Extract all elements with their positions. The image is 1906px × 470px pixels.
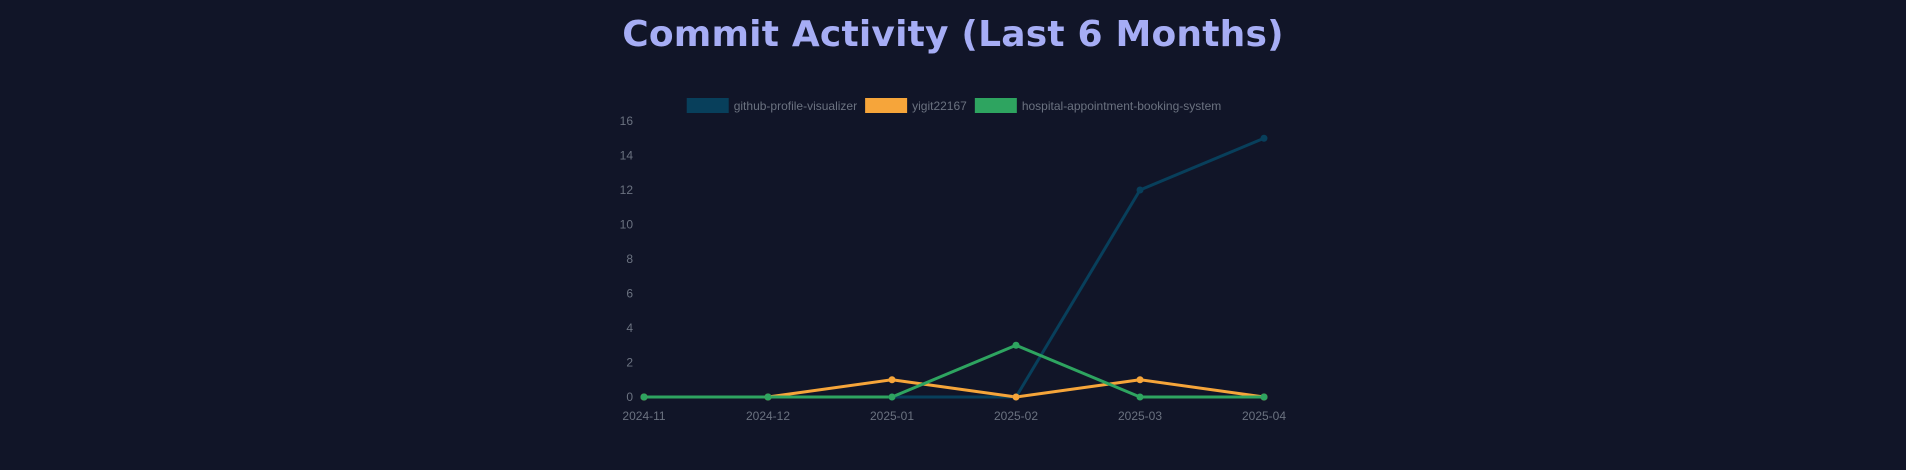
y-tick-label: 14 [620, 149, 634, 163]
legend: github-profile-visualizer yigit22167 hospi… [686, 98, 1221, 113]
data-point[interactable] [640, 393, 648, 401]
x-axis: 2024-11 2024-12 2025-01 2025-02 2025-03 2025-… [622, 409, 1286, 423]
legend-label: yigit22167 [912, 99, 967, 113]
x-tick-label: 2025-02 [994, 409, 1038, 423]
data-point[interactable] [1136, 393, 1144, 401]
legend-swatch [686, 98, 729, 113]
legend-swatch [865, 98, 908, 113]
legend-item[interactable]: github-profile-visualizer [686, 98, 857, 113]
x-tick-label: 2025-04 [1242, 409, 1286, 423]
legend-label: github-profile-visualizer [734, 99, 857, 113]
legend-item[interactable]: hospital-appointment-booking-system [974, 98, 1221, 113]
legend-item[interactable]: yigit22167 [865, 98, 967, 113]
series-line [642, 343, 1266, 399]
data-point[interactable] [1260, 134, 1268, 142]
y-tick-label: 2 [626, 356, 633, 370]
chart-title: Commit Activity (Last 6 Months) [622, 14, 1284, 55]
y-axis: 0 2 4 6 8 10 12 14 16 [620, 114, 634, 404]
series-points [640, 134, 1268, 401]
legend-swatch [974, 98, 1017, 113]
data-point[interactable] [888, 393, 896, 401]
y-tick-label: 6 [626, 287, 633, 301]
data-point[interactable] [888, 376, 896, 384]
x-tick-label: 2024-12 [746, 409, 790, 423]
series-line [642, 136, 1266, 399]
data-point[interactable] [1136, 376, 1144, 384]
legend-label: hospital-appointment-booking-system [1022, 99, 1221, 113]
data-point[interactable] [764, 393, 772, 401]
series-lines [642, 136, 1266, 399]
x-tick-label: 2024-11 [622, 409, 665, 423]
y-tick-label: 12 [620, 183, 634, 197]
y-tick-label: 4 [626, 321, 633, 335]
x-tick-label: 2025-01 [870, 409, 914, 423]
series-line [642, 378, 1266, 399]
data-point[interactable] [1012, 341, 1020, 349]
y-tick-label: 16 [620, 114, 634, 128]
y-tick-label: 8 [626, 252, 633, 266]
x-tick-label: 2025-03 [1118, 409, 1162, 423]
data-point[interactable] [1012, 393, 1020, 401]
y-tick-label: 10 [620, 218, 634, 232]
data-point[interactable] [1136, 186, 1144, 194]
y-tick-label: 0 [626, 390, 633, 404]
data-point[interactable] [1260, 393, 1268, 401]
